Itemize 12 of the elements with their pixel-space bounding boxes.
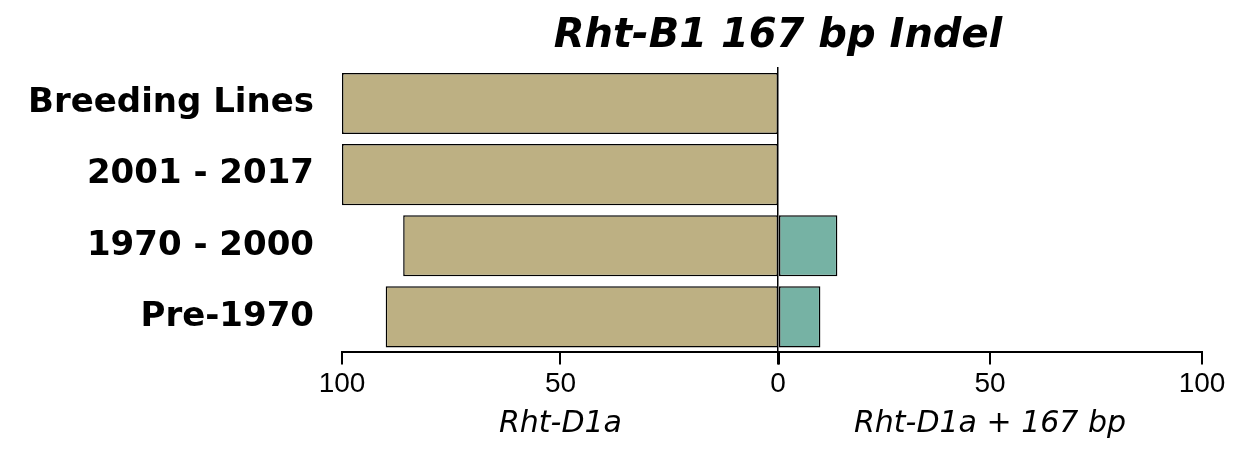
y-tick-label: Breeding Lines — [28, 80, 314, 121]
x-tick-label: 50 — [974, 366, 1006, 398]
y-tick-label: 1970 - 2000 — [86, 222, 314, 263]
x-tick-label: 0 — [770, 366, 786, 398]
x-axis-title: Rht-D1a — [498, 403, 623, 439]
x-tick-label: 100 — [1178, 366, 1226, 398]
x-tick-label: 50 — [544, 366, 577, 398]
x-axis-title: Rht-D1a + 167 bp — [853, 403, 1127, 439]
x-tick-label: 100 — [318, 366, 366, 398]
chart-title: Rht-B1 167 bp Indel — [552, 10, 1004, 56]
y-tick-label: 2001 - 2017 — [86, 151, 314, 192]
y-tick-label: Pre-1970 — [140, 293, 314, 334]
